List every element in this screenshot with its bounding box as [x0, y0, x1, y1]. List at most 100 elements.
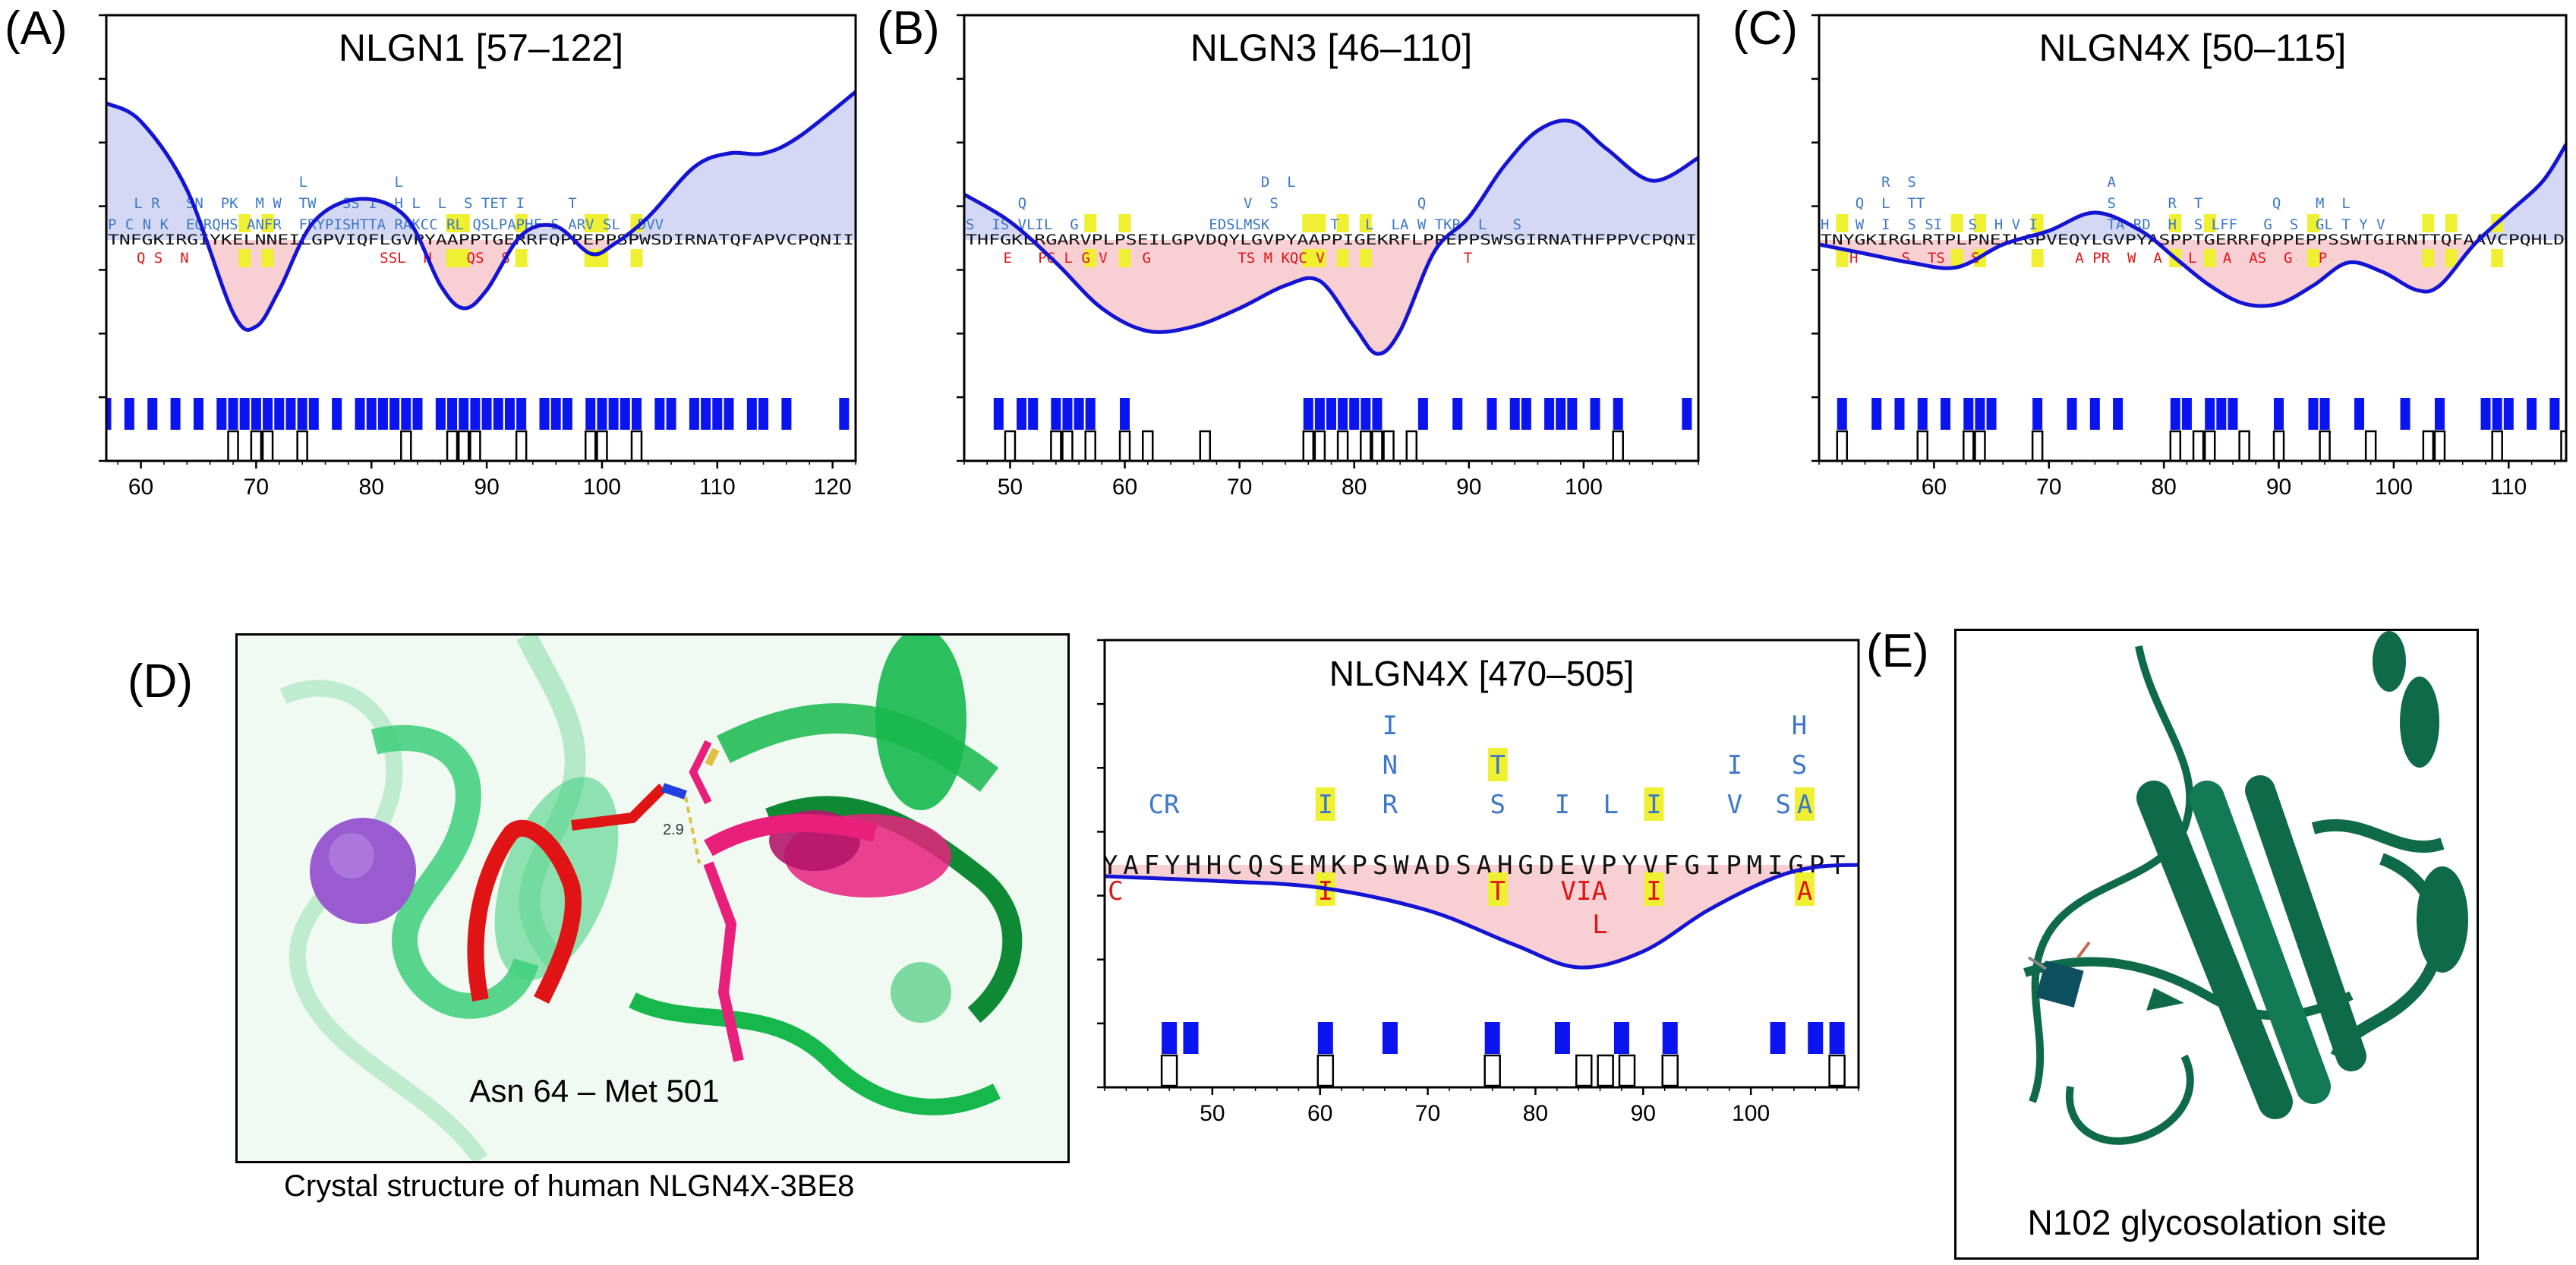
- x-tick-label: 50: [1200, 1101, 1225, 1126]
- x-tick-label: 80: [359, 475, 384, 500]
- blue-bar: [412, 398, 423, 430]
- x-tick-label: 70: [1415, 1101, 1440, 1126]
- blue-bar: [539, 398, 550, 430]
- highlight-box: [261, 249, 274, 267]
- blue-bar: [2400, 398, 2410, 430]
- blue-bar: [1544, 398, 1555, 430]
- sequence-residue: H: [1206, 850, 1222, 881]
- x-tick-label: 60: [1112, 475, 1137, 500]
- blue-bar: [2089, 398, 2100, 430]
- sequence-residue: S: [1455, 850, 1471, 881]
- blue-bar: [1567, 398, 1578, 430]
- chart-title: NLGN4X [50–115]: [2039, 27, 2347, 69]
- blue-bar: [263, 398, 273, 430]
- blue-bar: [1613, 398, 1623, 430]
- black-bar: [1118, 430, 1131, 461]
- black-bar: [1916, 430, 1928, 461]
- blue-bar: [1986, 398, 1997, 430]
- blue-bar: [724, 398, 734, 430]
- blue-bar: [251, 398, 261, 430]
- black-bar: [2560, 430, 2566, 461]
- upper-label: N: [1383, 750, 1398, 781]
- upper-label: V: [1727, 790, 1742, 820]
- black-bar: [2272, 430, 2285, 461]
- x-tick-label: 90: [474, 475, 499, 500]
- blue-bar: [106, 398, 112, 430]
- blue-bar: [597, 398, 607, 430]
- blue-bar: [504, 398, 515, 430]
- blue-bar: [1051, 398, 1061, 430]
- upper-label: I: [1727, 750, 1742, 781]
- blue-bar: [1338, 398, 1348, 430]
- sequence-residue: A: [1123, 850, 1138, 881]
- highlight-box: [1336, 249, 1349, 267]
- chart-plot-area: TNYGKIRGLRTPLPNEILGPVEQYLGVPYASPPTGERRFQ…: [1819, 143, 2566, 461]
- sequence-residue: G: [1684, 850, 1699, 881]
- highlight-box: [595, 214, 608, 232]
- blue-bar: [1484, 1022, 1500, 1054]
- highlight-box: [1313, 214, 1326, 232]
- blue-bar: [585, 398, 596, 430]
- highlight-box: [2491, 249, 2504, 267]
- blue-bar: [297, 398, 307, 430]
- chart-title: NLGN4X [470–505]: [1329, 654, 1635, 693]
- sequence-residue: I: [1767, 850, 1783, 881]
- black-bar: [1061, 430, 1074, 461]
- blue-bar: [1662, 1022, 1678, 1054]
- upper-label: CR: [1149, 790, 1180, 820]
- blue-bar: [1317, 1022, 1333, 1054]
- black-bar: [1383, 430, 1395, 461]
- highlight-box: [2203, 249, 2216, 267]
- upper-label: I: [1383, 711, 1398, 741]
- black-bar: [1612, 430, 1624, 461]
- blue-bar: [2067, 398, 2077, 430]
- highlight-box: [2422, 249, 2435, 267]
- black-bar: [1360, 430, 1372, 461]
- blue-bar: [459, 398, 469, 430]
- plot-frame: [1103, 639, 1860, 1089]
- sequence-residue: F: [1663, 850, 1679, 881]
- highlight-box: [1118, 249, 1131, 267]
- sequence-residue: Q: [1247, 850, 1263, 881]
- highlight-box: [1644, 787, 1664, 821]
- blue-bar: [1120, 398, 1130, 430]
- highlight-box: [1644, 872, 1664, 906]
- sequence-residue: E: [1559, 850, 1575, 881]
- blue-bar: [2274, 398, 2284, 430]
- chart-plot-area: Y A F Y H H C Q S E M K P S W A D S A H G D E V P Y V F G I P M I G P TI HN T…: [1105, 711, 1859, 1087]
- panel-label-e: (E): [1866, 625, 1929, 677]
- upper-label: I: [1555, 790, 1570, 820]
- blue-bar: [666, 398, 676, 430]
- hydropathy-curve: [1819, 143, 2566, 308]
- highlight-box: [2169, 214, 2182, 232]
- black-bar: [596, 430, 608, 461]
- blue-bar: [2308, 398, 2319, 430]
- blue-bar: [993, 398, 1004, 430]
- hydropathy-curve: [964, 118, 1698, 356]
- black-bar: [1597, 1054, 1614, 1087]
- upper-letters-row: D L: [966, 174, 1296, 191]
- lower-letters-row: Q S N SSL H QS S: [137, 250, 510, 267]
- blue-bar: [2354, 398, 2365, 430]
- highlight-box: [1950, 249, 1963, 267]
- black-bar: [2319, 430, 2331, 461]
- black-bar: [1371, 430, 1383, 461]
- black-bar: [261, 430, 274, 461]
- highlight-box: [1973, 214, 1986, 232]
- black-bar: [2238, 430, 2250, 461]
- blue-bar: [308, 398, 319, 430]
- blue-bar: [608, 398, 619, 430]
- sequence-residue: I: [1705, 850, 1720, 881]
- blue-bar: [746, 398, 757, 430]
- highlight-box: [2306, 249, 2319, 267]
- hydropathy-curve: [1105, 863, 1859, 970]
- blue-bar: [216, 398, 227, 430]
- x-tick-label: 120: [814, 475, 852, 500]
- highlight-box: [1313, 249, 1326, 267]
- sequence-residue: P: [1351, 850, 1367, 881]
- chart-c: TNYGKIRGLRTPLPNEILGPVEQYLGVPYASPPTGERRFQ…: [1811, 14, 2568, 500]
- blue-bar: [1314, 398, 1325, 430]
- blue-bar: [401, 398, 411, 430]
- black-bar: [1618, 1054, 1636, 1087]
